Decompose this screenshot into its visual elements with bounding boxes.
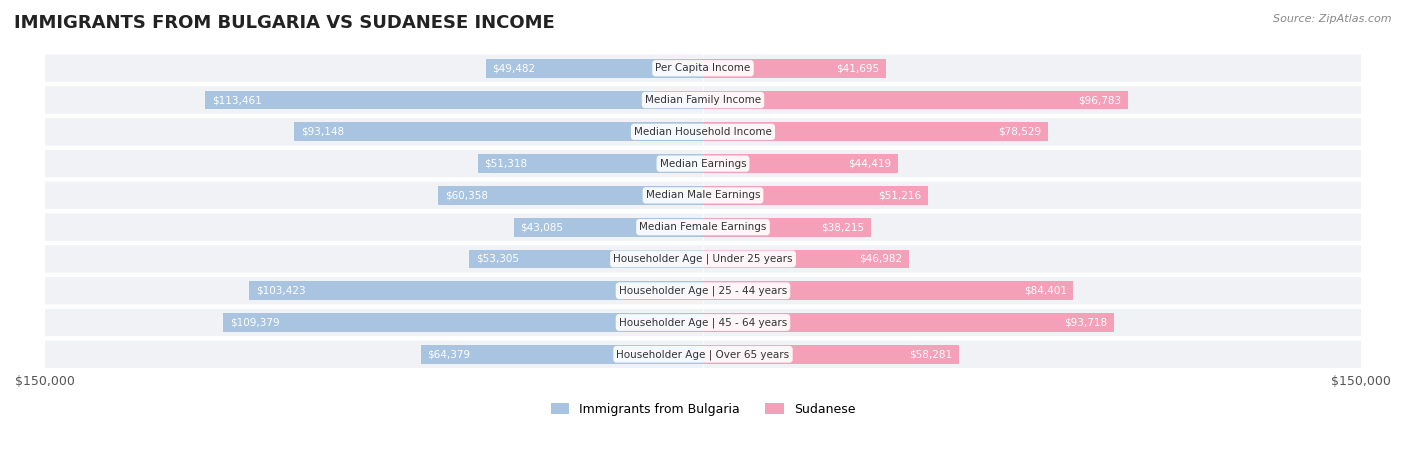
FancyBboxPatch shape <box>45 309 1361 336</box>
Bar <box>703 154 898 173</box>
Bar <box>703 249 910 269</box>
FancyBboxPatch shape <box>45 277 1361 304</box>
FancyBboxPatch shape <box>45 182 1361 209</box>
Bar <box>703 281 1073 300</box>
Text: $93,148: $93,148 <box>301 127 344 137</box>
Text: Source: ZipAtlas.com: Source: ZipAtlas.com <box>1274 14 1392 24</box>
Text: Median Female Earnings: Median Female Earnings <box>640 222 766 232</box>
Bar <box>249 281 703 300</box>
Bar <box>470 249 703 269</box>
Bar <box>486 59 703 78</box>
Text: Median Family Income: Median Family Income <box>645 95 761 105</box>
FancyBboxPatch shape <box>45 55 1361 82</box>
Text: $41,695: $41,695 <box>837 63 879 73</box>
Text: $51,318: $51,318 <box>485 159 527 169</box>
Text: IMMIGRANTS FROM BULGARIA VS SUDANESE INCOME: IMMIGRANTS FROM BULGARIA VS SUDANESE INC… <box>14 14 555 32</box>
Text: $43,085: $43,085 <box>520 222 564 232</box>
Text: $60,358: $60,358 <box>444 191 488 200</box>
Bar <box>224 313 703 332</box>
Text: $84,401: $84,401 <box>1024 286 1067 296</box>
Text: $44,419: $44,419 <box>848 159 891 169</box>
Text: $113,461: $113,461 <box>212 95 262 105</box>
Bar <box>515 218 703 237</box>
Bar <box>703 313 1114 332</box>
Text: Householder Age | 25 - 44 years: Householder Age | 25 - 44 years <box>619 285 787 296</box>
Text: $103,423: $103,423 <box>256 286 305 296</box>
Bar <box>703 122 1047 141</box>
Text: Median Earnings: Median Earnings <box>659 159 747 169</box>
Bar <box>703 91 1128 109</box>
Bar <box>205 91 703 109</box>
Bar <box>703 218 870 237</box>
Bar <box>420 345 703 364</box>
Legend: Immigrants from Bulgaria, Sudanese: Immigrants from Bulgaria, Sudanese <box>546 398 860 421</box>
Bar <box>294 122 703 141</box>
Text: Median Household Income: Median Household Income <box>634 127 772 137</box>
Text: $109,379: $109,379 <box>229 318 280 327</box>
Text: $51,216: $51,216 <box>877 191 921 200</box>
Text: Median Male Earnings: Median Male Earnings <box>645 191 761 200</box>
Text: $78,529: $78,529 <box>998 127 1040 137</box>
Text: Householder Age | 45 - 64 years: Householder Age | 45 - 64 years <box>619 317 787 328</box>
Text: $93,718: $93,718 <box>1064 318 1108 327</box>
Text: Householder Age | Under 25 years: Householder Age | Under 25 years <box>613 254 793 264</box>
Text: $46,982: $46,982 <box>859 254 903 264</box>
FancyBboxPatch shape <box>45 118 1361 146</box>
Text: Householder Age | Over 65 years: Householder Age | Over 65 years <box>616 349 790 360</box>
Text: $96,783: $96,783 <box>1078 95 1121 105</box>
FancyBboxPatch shape <box>45 340 1361 368</box>
Bar <box>439 186 703 205</box>
FancyBboxPatch shape <box>45 150 1361 177</box>
FancyBboxPatch shape <box>45 86 1361 113</box>
Bar <box>703 59 886 78</box>
Text: $58,281: $58,281 <box>908 349 952 359</box>
Text: $38,215: $38,215 <box>821 222 865 232</box>
Bar <box>703 345 959 364</box>
Bar <box>478 154 703 173</box>
FancyBboxPatch shape <box>45 245 1361 273</box>
FancyBboxPatch shape <box>45 213 1361 241</box>
Text: $53,305: $53,305 <box>475 254 519 264</box>
Bar <box>703 186 928 205</box>
Text: $49,482: $49,482 <box>492 63 536 73</box>
Text: $64,379: $64,379 <box>427 349 470 359</box>
Text: Per Capita Income: Per Capita Income <box>655 63 751 73</box>
